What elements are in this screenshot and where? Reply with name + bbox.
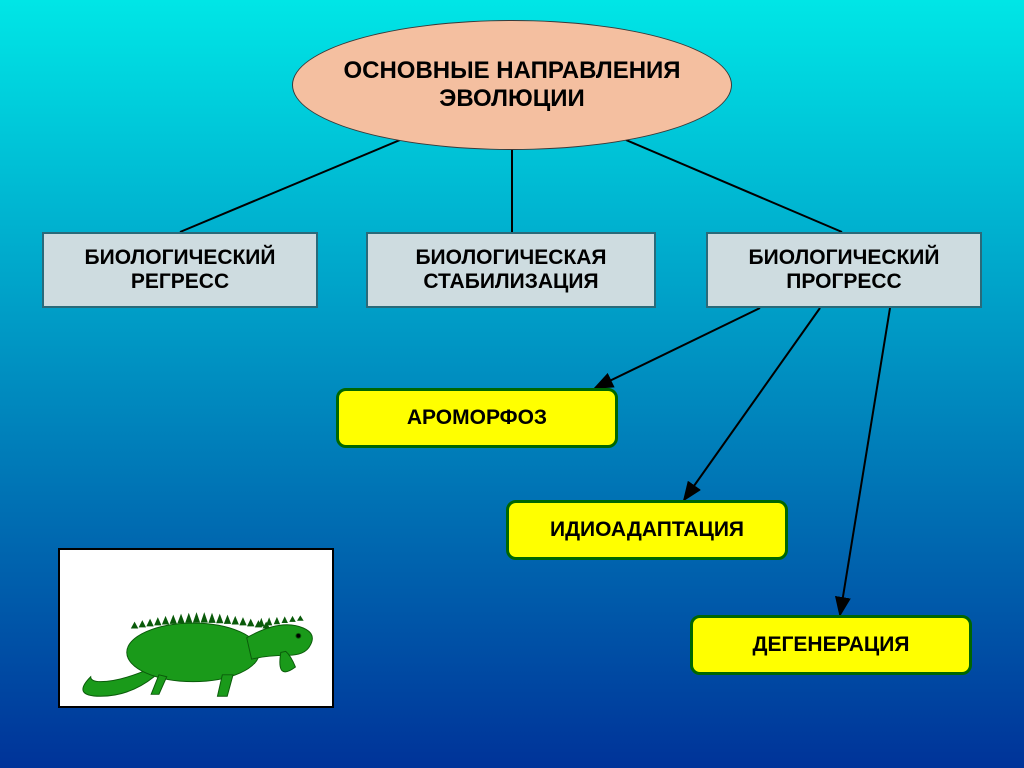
root-node: ОСНОВНЫЕ НАПРАВЛЕНИЯ ЭВОЛЮЦИИ (292, 20, 732, 150)
mid-node-label: БИОЛОГИЧЕСКИЙ ПРОГРЕСС (714, 246, 974, 294)
leaf-node-label: ДЕГЕНЕРАЦИЯ (753, 633, 910, 657)
leaf-node-aromorphosis: АРОМОРФОЗ (336, 388, 618, 448)
leaf-node-idioadaptation: ИДИОАДАПТАЦИЯ (506, 500, 788, 560)
leaf-node-label: ИДИОАДАПТАЦИЯ (550, 518, 744, 542)
root-node-label: ОСНОВНЫЕ НАПРАВЛЕНИЯ ЭВОЛЮЦИИ (323, 57, 701, 113)
mid-node-label: БИОЛОГИЧЕСКАЯ СТАБИЛИЗАЦИЯ (374, 246, 648, 294)
mid-node-stabilization: БИОЛОГИЧЕСКАЯ СТАБИЛИЗАЦИЯ (366, 232, 656, 308)
leaf-node-degeneration: ДЕГЕНЕРАЦИЯ (690, 615, 972, 675)
mid-node-regress: БИОЛОГИЧЕСКИЙ РЕГРЕСС (42, 232, 318, 308)
leaf-node-label: АРОМОРФОЗ (407, 406, 547, 430)
mid-node-progress: БИОЛОГИЧЕСКИЙ ПРОГРЕСС (706, 232, 982, 308)
mid-node-label: БИОЛОГИЧЕСКИЙ РЕГРЕСС (50, 246, 310, 294)
iguana-image (58, 548, 334, 708)
